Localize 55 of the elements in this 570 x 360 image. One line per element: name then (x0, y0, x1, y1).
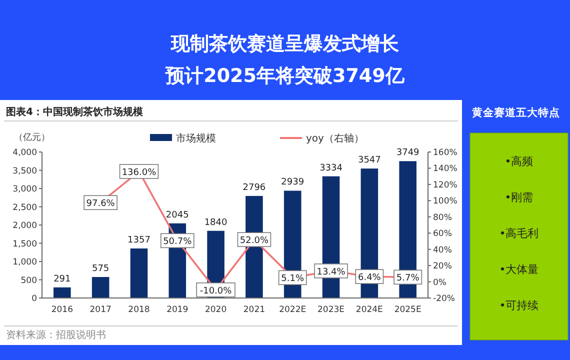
data-label: 3334 (320, 163, 343, 174)
y-tick-label: 4,000 (12, 148, 37, 158)
chart-subtitle: 预计2025年将突破3749亿 (164, 65, 406, 87)
x-tick-label: 2016 (51, 305, 73, 315)
text: •可持续 (499, 299, 539, 312)
y2-tick-label: 60% (433, 229, 452, 240)
bar (54, 287, 71, 298)
text: •大体量 (499, 263, 539, 276)
chart-title: 现制茶饮赛道呈爆发式增长 (170, 33, 400, 55)
x-tick-label: 2022E (279, 305, 306, 315)
data-label: 2045 (166, 210, 189, 220)
x-tick-label: 2025E (394, 305, 422, 315)
data-label: 2939 (281, 178, 304, 188)
bar (130, 248, 148, 298)
y2-tick-label: -20% (433, 294, 455, 304)
bar (92, 277, 110, 298)
x-tick-label: 2017 (90, 305, 112, 315)
y-tick-label: 0 (32, 294, 37, 304)
y2-tick-label: 80% (433, 212, 452, 223)
data-label: 575 (92, 264, 110, 274)
data-label: 1840 (204, 218, 228, 228)
y-tick-label: 1,500 (12, 239, 37, 250)
text: 黄金赛道五大特点 (471, 106, 560, 119)
data-label: 3749 (396, 148, 420, 158)
text: 图表4：中国现制茶饮市场规模 (6, 106, 144, 118)
y2-tick-label: 20% (433, 262, 452, 272)
x-tick-label: 2021 (243, 305, 266, 315)
x-tick-label: 2024E (356, 305, 383, 315)
x-tick-label: 2018 (128, 305, 150, 315)
legend-label: 市场规模 (176, 132, 216, 144)
y2-tick-label: 0% (433, 278, 446, 288)
y2-tick-label: 40% (433, 245, 452, 256)
y-tick-label: 1,000 (12, 258, 37, 268)
y-tick-label: 3,000 (12, 184, 37, 194)
y2-tick-label: 160% (433, 148, 458, 158)
data-label: 3547 (358, 156, 381, 166)
data-label: 291 (54, 274, 71, 284)
data-label: 1357 (128, 235, 150, 246)
y-tick-label: 500 (20, 276, 37, 286)
text: •刚需 (504, 191, 534, 204)
data-label: 2796 (242, 182, 266, 193)
y2-tick-label: 140% (433, 164, 458, 174)
text: 资料来源：招股说明书 (6, 329, 106, 341)
y-tick-label: 3,500 (12, 166, 37, 176)
legend-label: yoy（右轴） (306, 132, 364, 144)
y-tick-label: 2,500 (12, 202, 37, 213)
x-tick-label: 2020 (204, 305, 227, 315)
text: •高毛利 (499, 227, 539, 240)
x-tick-label: 2023E (318, 305, 345, 315)
x-tick-label: 2019 (166, 305, 188, 315)
y-axis-title: （亿元） (14, 132, 50, 143)
text: •高频 (504, 155, 534, 168)
y-tick-label: 2,000 (12, 221, 37, 231)
y2-tick-label: 120% (433, 180, 458, 190)
y2-tick-label: 100% (433, 196, 458, 207)
